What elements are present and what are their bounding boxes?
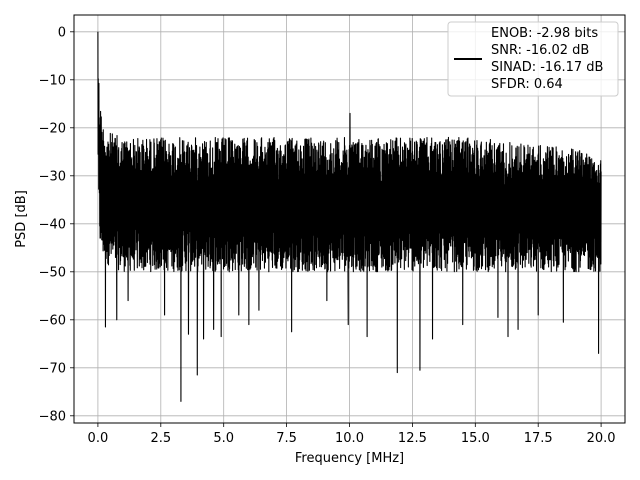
y-tick-label: 0: [58, 25, 66, 40]
x-tick-label: 10.0: [335, 431, 364, 446]
x-tick-label: 5.0: [213, 431, 234, 446]
x-tick-label: 7.5: [276, 431, 297, 446]
y-tick-label: −70: [39, 361, 66, 376]
legend-entry-sinad: SINAD: -16.17 dB: [491, 60, 603, 75]
y-tick-label: −60: [39, 313, 66, 328]
legend-entry-snr: SNR: -16.02 dB: [491, 43, 589, 58]
legend-entry-enob: ENOB: -2.98 bits: [491, 26, 598, 41]
x-tick-label: 12.5: [398, 431, 427, 446]
y-axis-label: PSD [dB]: [14, 190, 29, 248]
x-tick-label: 15.0: [461, 431, 490, 446]
y-tick-label: −50: [39, 265, 66, 280]
x-tick-label: 17.5: [524, 431, 553, 446]
x-axis-ticks: 0.0 2.5 5.0 7.5 10.0 12.5 15.0 17.5 20.0: [88, 423, 616, 446]
x-tick-label: 2.5: [150, 431, 171, 446]
plot-area: [97, 31, 602, 402]
psd-series-line: [97, 31, 602, 402]
y-tick-label: −10: [39, 73, 66, 88]
x-tick-label: 0.0: [88, 431, 109, 446]
y-tick-label: −20: [39, 121, 66, 136]
x-tick-label: 20.0: [587, 431, 616, 446]
y-tick-label: −40: [39, 217, 66, 232]
x-axis-label: Frequency [MHz]: [295, 451, 404, 466]
y-tick-label: −30: [39, 169, 66, 184]
legend-entry-sfdr: SFDR: 0.64: [491, 77, 563, 92]
y-tick-label: −80: [39, 409, 66, 424]
legend-box: [447, 21, 619, 97]
legend: ENOB: -2.98 bits SNR: -16.02 dB SINAD: -…: [447, 21, 619, 97]
y-axis-ticks: 0 −10 −20 −30 −40 −50 −60 −70 −80: [39, 25, 74, 424]
